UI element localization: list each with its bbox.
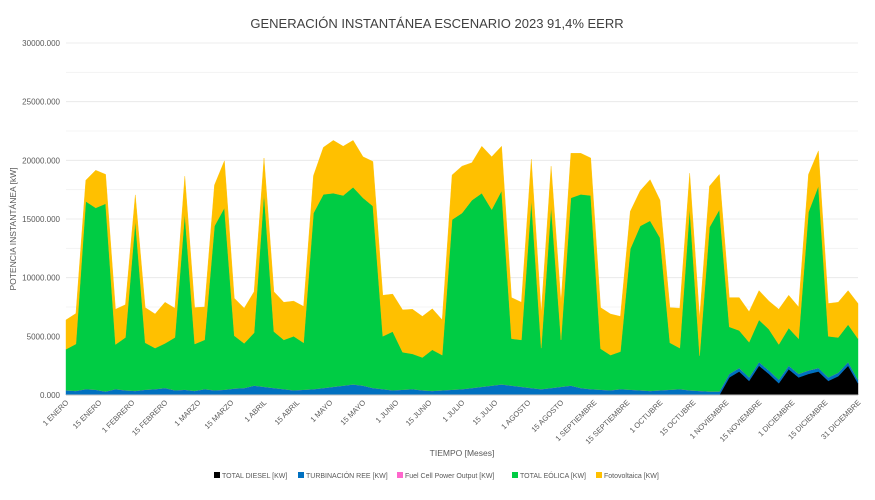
series-area — [65, 186, 859, 392]
legend-label: Fotovoltaica [KW] — [604, 473, 659, 480]
y-tick-label: 30000.000 — [22, 39, 60, 48]
legend-label: TURBINACIÓN REE [KW] — [306, 471, 388, 480]
x-tick-label: 1 JULIO — [441, 398, 467, 424]
legend-label: TOTAL DIESEL [KW] — [222, 473, 287, 480]
x-tick-label: 15 MAYO — [338, 398, 367, 427]
x-tick-label: 15 JUNIO — [404, 398, 434, 428]
legend-swatch — [397, 472, 403, 478]
y-tick-label: 20000.000 — [22, 156, 60, 165]
x-tick-label: 1 ABRIL — [243, 398, 269, 424]
y-tick-label: 15000.000 — [22, 215, 60, 224]
legend-swatch — [512, 472, 518, 478]
x-tick-label: 15 ABRIL — [273, 398, 302, 427]
x-tick-label: 15 MARZO — [203, 398, 236, 431]
chart-title: GENERACIÓN INSTANTÁNEA ESCENARIO 2023 91… — [250, 16, 623, 31]
x-tick-label: 1 AGOSTO — [499, 398, 532, 431]
legend-swatch — [214, 472, 220, 478]
y-tick-label: 10000.000 — [22, 274, 60, 283]
x-tick-label: 1 JUNIO — [374, 398, 401, 425]
y-axis-ticks: 0.000 5000.000 10000.000 15000.000 20000.000… — [22, 39, 60, 400]
legend-swatch — [298, 472, 304, 478]
y-axis-label: POTENCIA INSTANTÁNEA [kW] — [8, 167, 18, 290]
x-tick-label: 15 JULIO — [471, 398, 500, 427]
series-area — [65, 140, 859, 358]
x-axis-label: TIEMPO [Meses] — [430, 448, 495, 458]
legend: TOTAL DIESEL [KW] TURBINACIÓN REE [KW] Fue… — [214, 471, 659, 480]
x-tick-label: 1 ENERO — [41, 398, 71, 428]
legend-label: Fuel Cell Power Output [KW] — [405, 473, 495, 480]
x-tick-label: 1 MARZO — [172, 398, 202, 428]
legend-swatch — [596, 472, 602, 478]
x-tick-label: 15 FEBRERO — [130, 398, 169, 437]
legend-label: TOTAL EÓLICA [KW] — [520, 471, 586, 480]
x-tick-label: 1 MAYO — [308, 398, 334, 424]
y-tick-label: 5000.000 — [27, 332, 61, 341]
y-tick-label: 25000.000 — [22, 98, 60, 107]
plot-area — [65, 140, 859, 396]
x-tick-label: 15 ENERO — [71, 398, 104, 431]
y-tick-label: 0.000 — [40, 391, 61, 400]
